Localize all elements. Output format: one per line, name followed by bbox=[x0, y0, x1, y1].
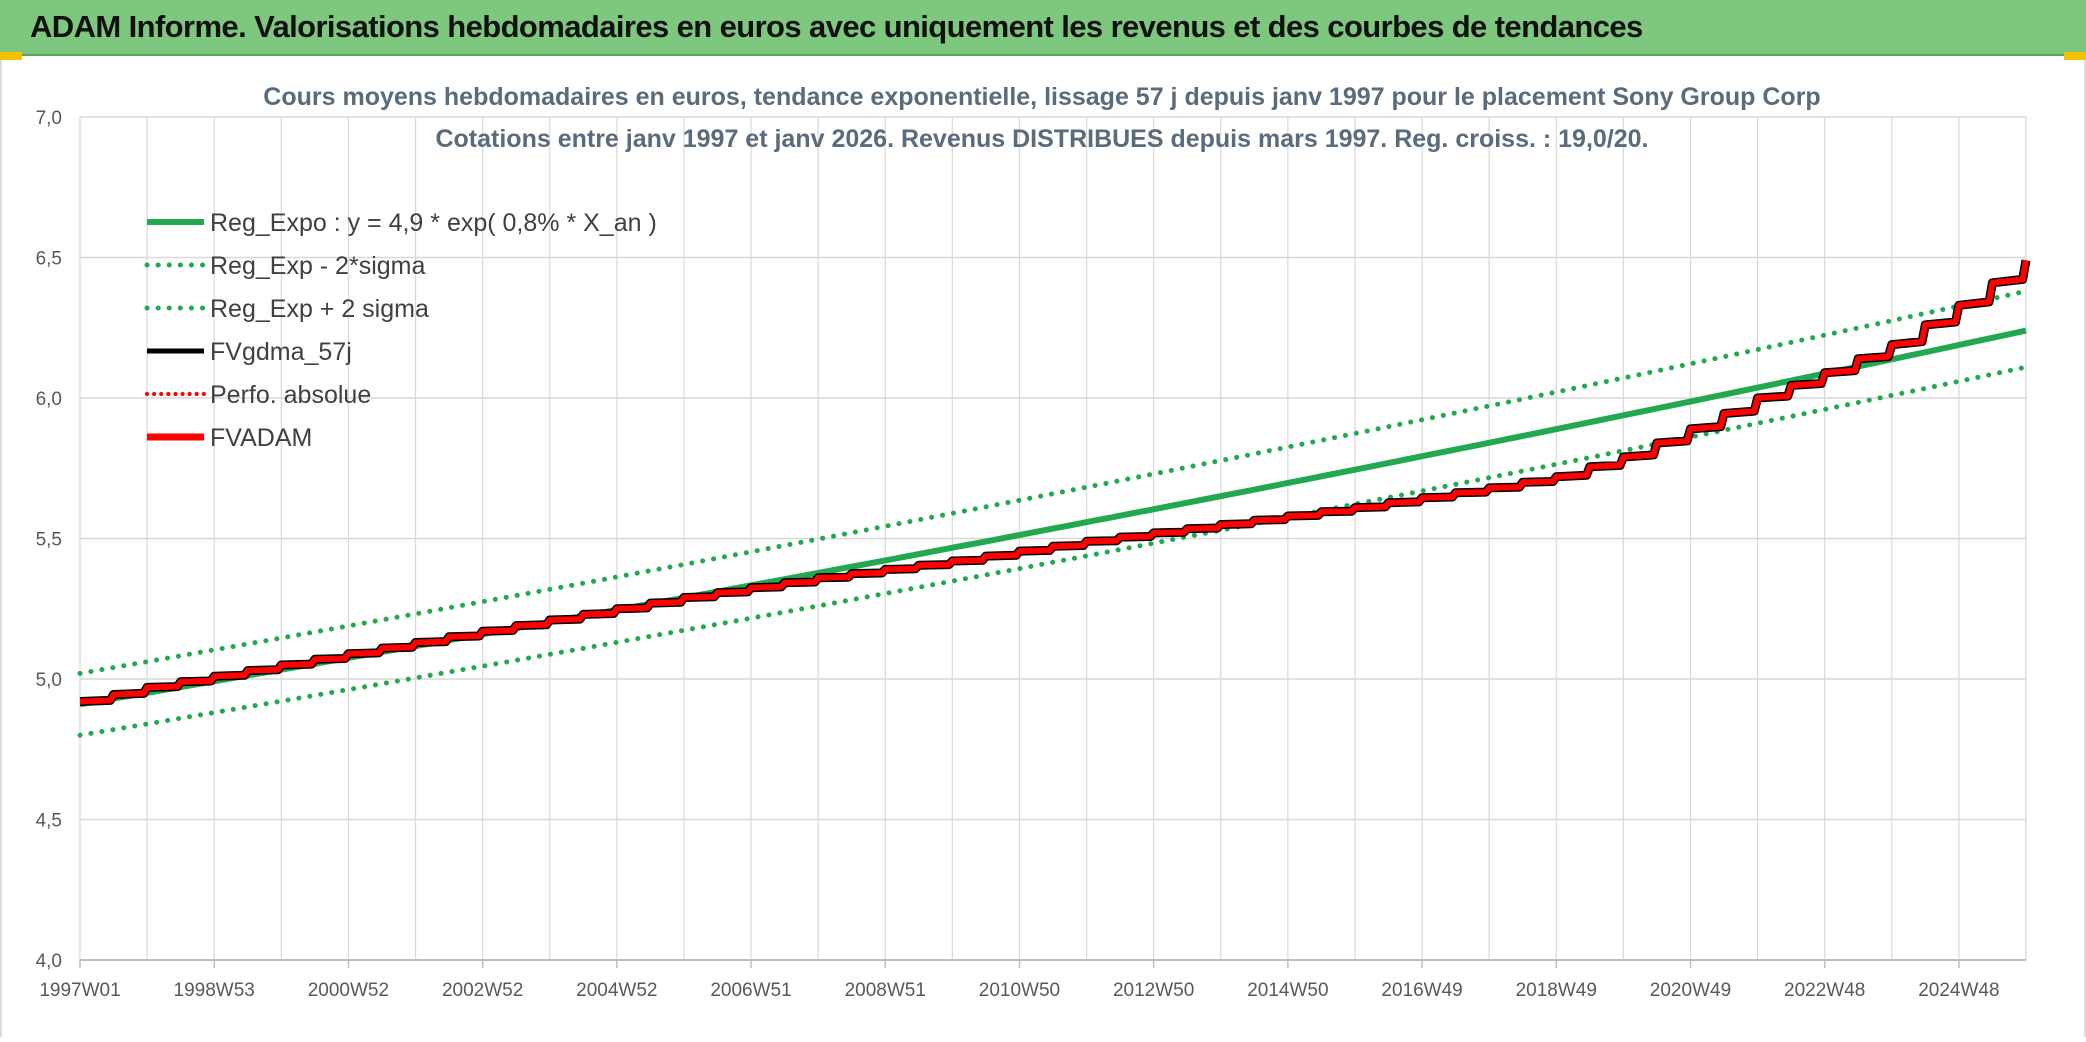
x-tick-label: 2006W51 bbox=[710, 980, 791, 1001]
x-tick-label: 2018W49 bbox=[1516, 980, 1597, 1001]
x-tick-label: 2014W50 bbox=[1247, 980, 1328, 1001]
series-reg-expo bbox=[79, 327, 2027, 708]
page-title: ADAM Informe. Valorisations hebdomadaire… bbox=[30, 9, 1643, 44]
legend-layer: Reg_Expo : y = 4,9 * exp( 0,8% * X_an ) R… bbox=[144, 209, 657, 452]
legend-label: Reg_Exp - 2*sigma bbox=[210, 252, 425, 280]
right-corner-mark bbox=[2064, 52, 2086, 60]
legend-label: FVADAM bbox=[210, 424, 312, 452]
x-tick-label: 2020W49 bbox=[1650, 980, 1731, 1001]
x-tick-label: 2000W52 bbox=[308, 980, 389, 1001]
x-tick-label: 2016W49 bbox=[1381, 980, 1462, 1001]
y-tick-label: 4,0 bbox=[36, 951, 62, 972]
y-tick-label: 7,0 bbox=[36, 108, 62, 129]
left-corner-mark bbox=[0, 52, 22, 60]
y-tick-label: 6,5 bbox=[36, 249, 62, 270]
x-tick-label: 1998W53 bbox=[174, 980, 255, 1001]
title-layer: Cours moyens hebdomadaires en euros, ten… bbox=[263, 83, 1820, 153]
y-tick-label: 6,0 bbox=[36, 389, 62, 410]
chart-title: Cours moyens hebdomadaires en euros, ten… bbox=[263, 83, 1820, 111]
legend-label: Reg_Exp + 2 sigma bbox=[210, 295, 429, 323]
chart-subtitle: Cotations entre janv 1997 et janv 2026. … bbox=[435, 125, 1648, 153]
x-tick-label: 2002W52 bbox=[442, 980, 523, 1001]
x-tick-label: 2022W48 bbox=[1784, 980, 1865, 1001]
y-tick-label: 5,0 bbox=[36, 670, 62, 691]
chart-svg: 4,0 4,5 5,0 5,5 6,0 6,5 7,0 1997W01 1998W53 2000W… bbox=[36, 83, 2031, 1001]
series-fvadam bbox=[79, 259, 2029, 705]
series-perfo-absolue bbox=[79, 260, 2028, 703]
x-tick-label: 1997W01 bbox=[39, 980, 120, 1001]
y-tick-label: 4,5 bbox=[36, 811, 62, 832]
axis-layer: 4,0 4,5 5,0 5,5 6,0 6,5 7,0 1997W01 1998W53 2000W… bbox=[36, 108, 2026, 1001]
y-tick-label: 5,5 bbox=[36, 530, 62, 551]
x-tick-label: 2004W52 bbox=[576, 980, 657, 1001]
series-layer bbox=[77, 259, 2031, 738]
series-reg-exp-minus-2sigma bbox=[77, 364, 2029, 738]
series-fvgdma-57j bbox=[79, 259, 2031, 706]
series-reg-exp-plus-2sigma bbox=[77, 288, 2029, 676]
legend-label: FVgdma_57j bbox=[210, 338, 352, 366]
x-tick-label: 2010W50 bbox=[979, 980, 1060, 1001]
x-tick-label: 2012W50 bbox=[1113, 980, 1194, 1001]
legend-label: Reg_Expo : y = 4,9 * exp( 0,8% * X_an ) bbox=[210, 209, 657, 237]
legend-label: Perfo. absolue bbox=[210, 381, 371, 409]
grid-layer bbox=[79, 116, 2027, 961]
x-tick-label: 2008W51 bbox=[845, 980, 926, 1001]
x-tick-label: 2024W48 bbox=[1918, 980, 1999, 1001]
chart-area: 4,0 4,5 5,0 5,5 6,0 6,5 7,0 1997W01 1998W53 2000W… bbox=[0, 60, 2086, 1037]
header-bar: ADAM Informe. Valorisations hebdomadaire… bbox=[0, 0, 2086, 56]
